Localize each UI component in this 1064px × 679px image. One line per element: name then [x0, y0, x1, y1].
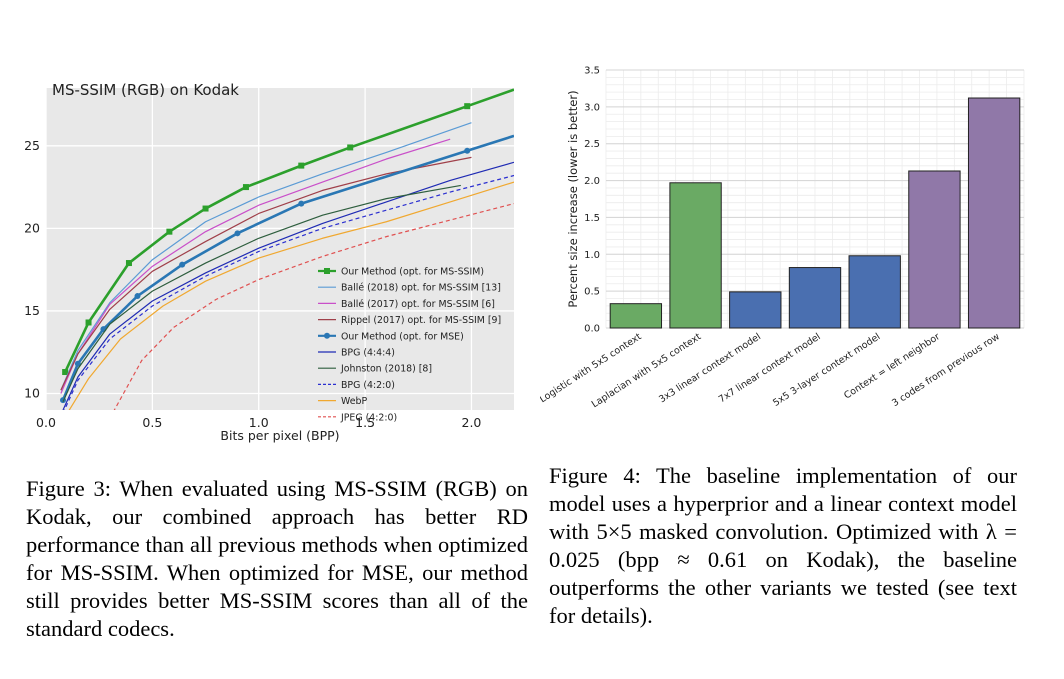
bar — [669, 182, 722, 329]
rd-point-marker — [74, 360, 81, 367]
bar-x-tick-label: Laplacian with 5x5 context — [590, 331, 704, 410]
bar-group — [609, 97, 1021, 329]
rd-legend-label: Our Method (opt. for MSE) — [341, 331, 464, 342]
rd-legend-label: Ballé (2017) opt. for MS-SSIM [6] — [341, 299, 495, 310]
bar — [729, 291, 782, 329]
rd-y-tick-label: 10 — [24, 385, 40, 400]
rd-series-line — [60, 156, 472, 391]
rd-y-tick-label: 25 — [24, 138, 40, 153]
rd-legend-label: WebP — [341, 396, 367, 407]
rd-legend-label: JPEG (4:2:0) — [340, 412, 397, 423]
bar-y-tick-label: 0.5 — [584, 287, 600, 298]
rd-legend: Our Method (opt. for MS-SSIM) Ballé (2018… — [318, 267, 501, 423]
bar — [967, 97, 1021, 329]
rd-x-tick-label: 1.0 — [249, 415, 269, 430]
bar-x-tick-label: Logistic with 5x5 context — [540, 331, 644, 405]
rd-legend-label: Johnston (2018) [8] — [340, 364, 432, 375]
bar-x-tick-label: 3x3 linear context model — [657, 331, 763, 405]
rd-x-tick-label: 2.0 — [462, 415, 482, 430]
rd-series-line — [60, 122, 472, 391]
rd-legend-label: Our Method (opt. for MS-SSIM) — [341, 267, 484, 278]
rd-point-marker — [179, 261, 186, 268]
rd-point-marker — [298, 200, 305, 207]
bar-y-tick-label: 2.0 — [584, 176, 600, 187]
rd-legend-label: Ballé (2018) opt. for MS-SSIM [13] — [341, 283, 501, 294]
bar-y-tick-label: 0.0 — [584, 324, 600, 335]
rd-x-axis-label: Bits per pixel (BPP) — [220, 428, 339, 443]
rd-series-line — [68, 181, 514, 410]
bar-x-tick-label: 7x7 linear context model — [717, 331, 823, 405]
rd-series-line — [113, 203, 514, 410]
rd-plot-background — [46, 88, 514, 410]
rd-series-line — [62, 161, 514, 410]
rd-y-tick-label: 15 — [24, 303, 40, 318]
rd-point-marker — [347, 144, 354, 151]
rd-curve-chart: 0.0 0.5 1.0 1.5 2.0 10 15 20 25 MS-SSIM (RGB) on… — [24, 81, 514, 443]
rd-legend-marker — [324, 332, 330, 339]
rd-series-line — [60, 138, 451, 394]
rd-point-marker — [298, 162, 305, 169]
rd-point-marker — [125, 260, 132, 267]
bar-y-axis-label: Percent size increase (lower is better) — [566, 90, 580, 307]
bar — [609, 303, 663, 329]
rd-series-line — [63, 88, 514, 373]
rd-chart-title: MS-SSIM (RGB) on Kodak — [52, 81, 239, 99]
bar-y-tick-label: 3.0 — [584, 102, 600, 113]
rd-series-line — [63, 174, 514, 410]
rd-point-marker — [62, 369, 69, 376]
rd-legend-marker — [324, 268, 330, 274]
bar-y-tick-label: 3.5 — [584, 66, 600, 77]
bar-x-tick-label: Context = left neighbor — [842, 331, 942, 401]
rd-point-marker — [85, 319, 92, 326]
rd-x-tick-label: 0.5 — [142, 415, 162, 430]
bar-x-tick-label: 5x5 3-layer context model — [771, 331, 882, 409]
rd-tick-labels: 0.0 0.5 1.0 1.5 2.0 10 15 20 25 — [24, 138, 481, 430]
bar-y-tick-label: 1.5 — [584, 213, 600, 224]
bar-y-tick-label: 1.0 — [584, 250, 600, 261]
bar — [908, 170, 961, 329]
rd-series-line — [62, 184, 461, 402]
rd-point-marker — [464, 103, 471, 110]
bar — [848, 255, 901, 329]
rd-point-marker — [464, 147, 471, 154]
context-ablation-bar-chart: 0.0 0.5 1.0 1.5 2.0 2.5 3.0 3.5 Logistic with 5x… — [540, 66, 1025, 410]
rd-x-tick-label: 1.5 — [355, 415, 375, 430]
rd-legend-label: BPG (4:2:0) — [341, 380, 395, 391]
rd-series-group — [60, 88, 514, 410]
rd-y-tick-label: 20 — [24, 220, 40, 235]
bar-x-tick-label: 3 codes from previous row — [890, 331, 1002, 409]
bar-y-tick-label: 2.5 — [584, 139, 600, 150]
rd-x-tick-label: 0.0 — [36, 415, 56, 430]
rd-point-marker — [202, 205, 209, 212]
rd-point-marker — [234, 230, 241, 237]
figure-3-caption: Figure 3: When evaluated using MS-SSIM (… — [26, 476, 528, 641]
rd-point-marker — [166, 228, 173, 235]
bar — [788, 267, 842, 329]
rd-legend-label: Rippel (2017) opt. for MS-SSIM [9] — [341, 315, 501, 326]
rd-legend-label: BPG (4:4:4) — [341, 348, 395, 359]
rd-point-marker — [134, 293, 141, 300]
figure-4-caption: Figure 4: The baseline implementation of… — [549, 463, 1017, 628]
rd-point-marker — [242, 184, 249, 191]
